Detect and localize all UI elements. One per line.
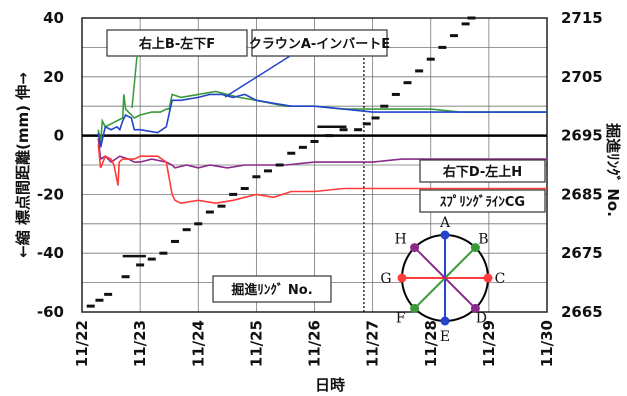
ring-number-marker bbox=[287, 151, 296, 155]
measurement-circle-diagram: A B C D E F G H bbox=[380, 215, 505, 345]
x-tick-label: 11/29 bbox=[480, 320, 498, 367]
y-left-ticks: 40 20 0 -20 -40 -60 bbox=[37, 9, 64, 321]
ring-number-marker bbox=[450, 34, 458, 38]
x-tick-label: 11/26 bbox=[306, 320, 324, 367]
x-tick-label: 11/24 bbox=[189, 320, 207, 367]
series-line-1 bbox=[97, 93, 547, 148]
x-tick-label: 11/28 bbox=[422, 320, 440, 367]
series-line-0 bbox=[97, 90, 547, 145]
circle-label-H: H bbox=[394, 232, 406, 248]
ring-number-marker bbox=[147, 257, 156, 261]
series-line-2 bbox=[97, 138, 547, 169]
ring-number-marker bbox=[391, 92, 400, 96]
ring-number-marker bbox=[86, 304, 95, 308]
ring-number-marker bbox=[171, 239, 179, 243]
series-line-3 bbox=[97, 144, 547, 205]
ring-number-marker bbox=[194, 222, 203, 226]
point-D bbox=[470, 303, 480, 313]
ring-number-marker bbox=[182, 228, 191, 232]
ring-number-marker bbox=[229, 192, 238, 196]
label-ring-box bbox=[212, 275, 332, 303]
label-ae-arrow bbox=[224, 55, 291, 98]
x-tick-label: 11/25 bbox=[247, 320, 265, 367]
circle-chord-DH bbox=[413, 246, 477, 310]
circle-label-B: B bbox=[478, 232, 488, 248]
point-F bbox=[410, 303, 420, 313]
y-left-tick-label: 20 bbox=[43, 68, 64, 86]
ring-number-marker bbox=[426, 57, 435, 61]
ring-number-marker bbox=[217, 204, 226, 208]
x-tick-label: 11/27 bbox=[364, 320, 382, 367]
ring-number-marker bbox=[467, 16, 476, 20]
ring-number-marker bbox=[121, 275, 130, 279]
y-right-axis-title: 掘進ﾘﾝｸﾞ No. bbox=[604, 123, 622, 217]
y-left-tick-label: 40 bbox=[43, 9, 64, 27]
point-C bbox=[483, 273, 493, 283]
y-left-tick-label: -60 bbox=[37, 303, 64, 321]
point-H bbox=[410, 243, 420, 253]
label-bf-text: 右上B-左下F bbox=[138, 36, 215, 52]
ring-number-marker bbox=[461, 22, 470, 26]
label-bf-arrow bbox=[131, 55, 138, 109]
label-ae-box bbox=[251, 29, 388, 57]
ring-number-marker bbox=[339, 128, 348, 132]
y-right-tick-label: 2685 bbox=[561, 185, 603, 203]
label-dh-box bbox=[419, 159, 546, 183]
ring-number-marker bbox=[264, 169, 272, 173]
circle-label-A: A bbox=[439, 215, 451, 231]
circle-label-C: C bbox=[495, 271, 506, 287]
y-right-tick-label: 2705 bbox=[561, 68, 603, 86]
ring-number-marker bbox=[325, 134, 334, 138]
circle-label-D: D bbox=[476, 310, 487, 326]
ring-number-marker bbox=[380, 104, 389, 108]
y-left-tick-label: 0 bbox=[54, 127, 64, 145]
series-group bbox=[86, 16, 547, 308]
label-ring-text: 掘進ﾘﾝｸﾞ No. bbox=[231, 282, 312, 298]
ring-number-marker bbox=[415, 69, 424, 73]
x-tick-label: 11/22 bbox=[73, 320, 91, 367]
point-B bbox=[470, 243, 480, 253]
x-tick-label: 11/23 bbox=[131, 320, 149, 367]
ring-number-marker bbox=[310, 139, 319, 143]
legend-labels: 右上B-左下F クラウンA-インバートE 右下D-左上H ｽﾌﾟﾘﾝｸﾞﾗｲﾝCG 掘進… bbox=[106, 29, 546, 303]
ring-number-marker bbox=[438, 45, 447, 49]
x-tick-label: 11/30 bbox=[538, 320, 556, 367]
circle-label-E: E bbox=[440, 329, 450, 345]
ring-number-marker bbox=[298, 145, 307, 149]
ring-number-marker bbox=[362, 122, 371, 126]
y-left-tick-label: -40 bbox=[37, 244, 64, 262]
y-right-tick-label: 2695 bbox=[561, 127, 603, 145]
label-cg-box bbox=[419, 189, 546, 213]
label-ae-text: クラウンA-インバートE bbox=[249, 37, 390, 52]
ring-number-marker bbox=[240, 187, 249, 191]
y-left-axis-title: ←縮 標点間距離(mm) 伸→ bbox=[14, 72, 32, 258]
label-cg-text: ｽﾌﾟﾘﾝｸﾞﾗｲﾝCG bbox=[440, 194, 525, 210]
y-right-tick-label: 2665 bbox=[561, 303, 603, 321]
ring-number-marker bbox=[136, 263, 145, 267]
ring-number-marker bbox=[354, 128, 363, 132]
ring-number-marker bbox=[275, 163, 284, 167]
ring-number-marker bbox=[371, 116, 380, 120]
point-G bbox=[397, 273, 407, 283]
x-axis-title: 日時 bbox=[315, 376, 345, 394]
ring-number-marker bbox=[104, 292, 113, 296]
circle-label-F: F bbox=[396, 310, 406, 326]
plot-frame bbox=[81, 17, 548, 313]
y-right-tick-label: 2675 bbox=[561, 244, 603, 262]
y-left-tick-label: -20 bbox=[37, 185, 64, 203]
label-bf-box bbox=[106, 29, 248, 57]
y-right-tick-label: 2715 bbox=[561, 9, 603, 27]
ring-number-marker bbox=[205, 210, 214, 214]
label-dh-text: 右下D-左上H bbox=[442, 164, 522, 180]
circle-label-G: G bbox=[380, 271, 391, 287]
ring-number-marker bbox=[252, 175, 261, 179]
x-ticks: 11/22 11/23 11/24 11/25 11/26 11/27 11/28 11/29… bbox=[73, 320, 556, 367]
ring-number-marker bbox=[159, 251, 168, 255]
ring-number-marker bbox=[403, 81, 412, 85]
point-A bbox=[440, 230, 450, 240]
ring-number-marker bbox=[95, 298, 104, 302]
y-right-ticks: 2715 2705 2695 2685 2675 2665 bbox=[561, 9, 603, 321]
point-E bbox=[440, 316, 450, 326]
